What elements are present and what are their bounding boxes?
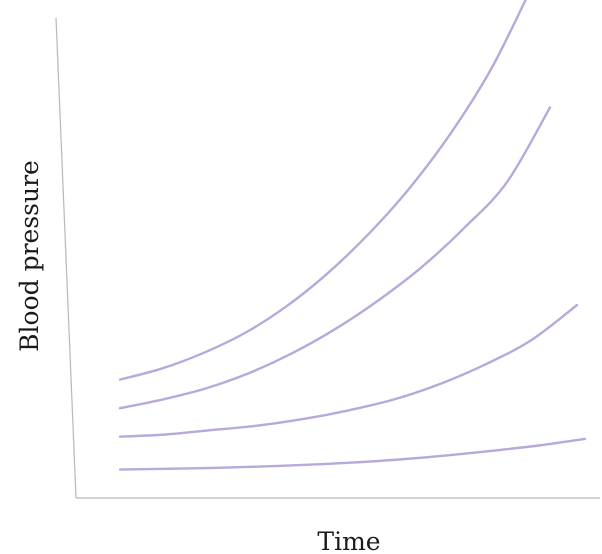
series-line-1: [118, 0, 527, 381]
series-line-2: [118, 106, 552, 410]
y-axis: [55, 17, 77, 499]
x-axis-label: Time: [317, 527, 380, 554]
series-line-4: [118, 437, 587, 471]
series-group: [118, 0, 587, 471]
y-axis-label: Blood pressure: [15, 160, 44, 352]
series-line-3: [118, 303, 579, 438]
